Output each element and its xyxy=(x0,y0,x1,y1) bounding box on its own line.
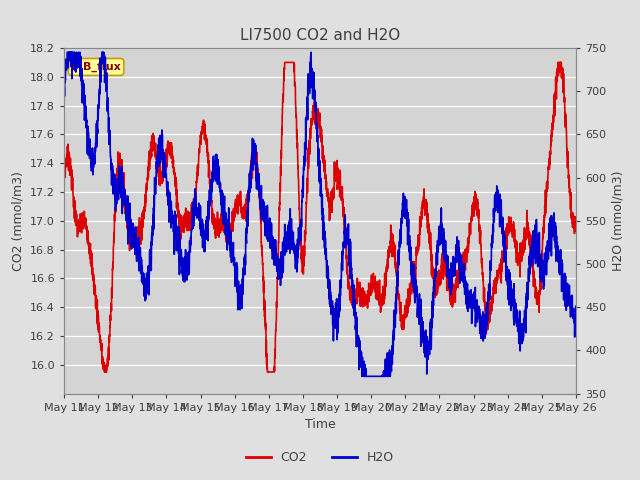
Y-axis label: CO2 (mmol/m3): CO2 (mmol/m3) xyxy=(12,171,24,271)
Legend: CO2, H2O: CO2, H2O xyxy=(241,446,399,469)
Title: LI7500 CO2 and H2O: LI7500 CO2 and H2O xyxy=(240,28,400,43)
CO2 xyxy=(279,97,287,103)
H2O xyxy=(563,307,570,313)
Line: H2O: H2O xyxy=(64,52,576,376)
H2O xyxy=(572,303,580,309)
H2O xyxy=(257,205,264,211)
H2O xyxy=(508,278,515,284)
H2O xyxy=(63,49,71,55)
Text: MB_flux: MB_flux xyxy=(72,62,120,72)
H2O xyxy=(279,239,287,245)
CO2 xyxy=(118,176,126,181)
H2O xyxy=(358,373,365,379)
CO2 xyxy=(563,127,570,132)
H2O xyxy=(60,75,68,81)
X-axis label: Time: Time xyxy=(305,418,335,431)
Line: CO2: CO2 xyxy=(64,62,576,372)
CO2 xyxy=(281,60,289,65)
Y-axis label: H2O (mmol/m3): H2O (mmol/m3) xyxy=(612,170,625,271)
H2O xyxy=(149,212,157,218)
CO2 xyxy=(60,167,68,172)
CO2 xyxy=(257,215,264,221)
CO2 xyxy=(100,369,108,375)
CO2 xyxy=(149,131,157,136)
H2O xyxy=(118,177,126,183)
CO2 xyxy=(572,219,580,225)
CO2 xyxy=(508,228,515,234)
